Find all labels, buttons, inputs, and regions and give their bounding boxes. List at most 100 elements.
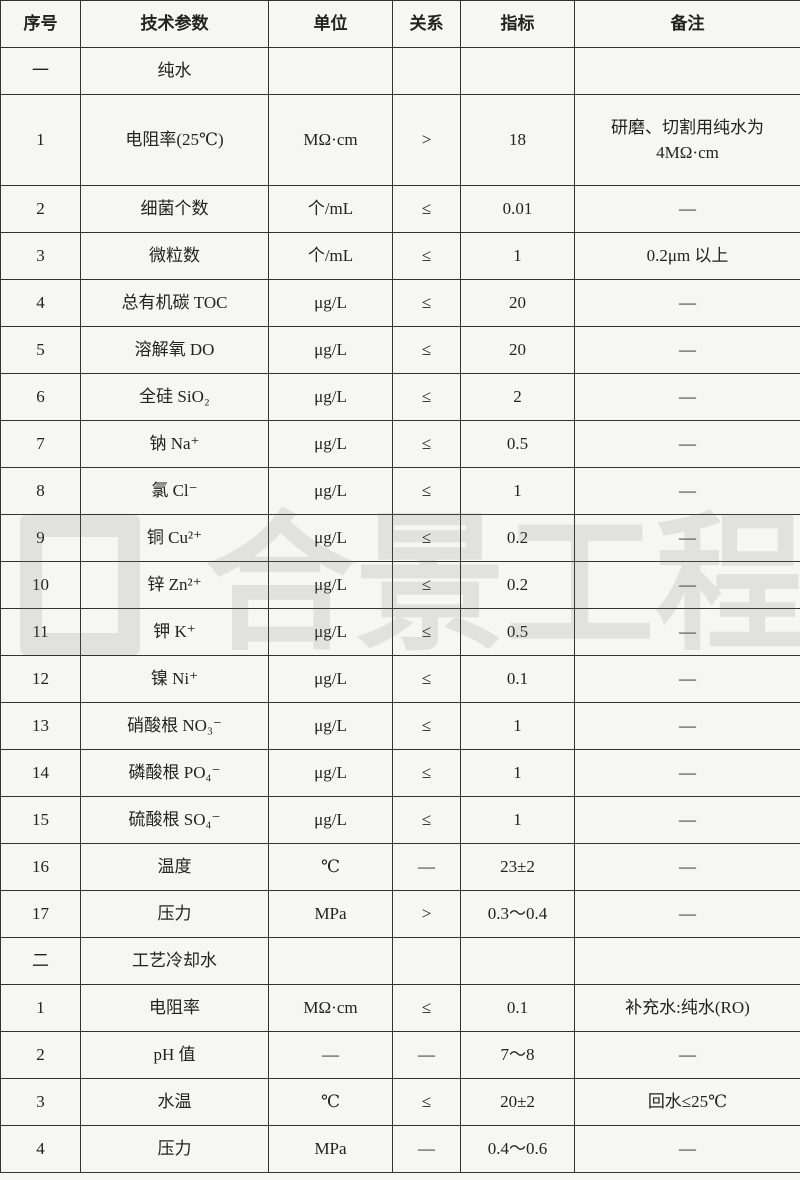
table-cell: MΩ·cm (268, 94, 393, 186)
table-row: 15 硫酸根 SO₄⁻ μg/L ≤1— (0, 796, 800, 844)
table-cell (392, 47, 461, 95)
table-cell: 指标 (460, 0, 575, 48)
table-cell: 硫酸根 SO₄⁻ (80, 796, 269, 844)
table-cell: 2 (0, 1031, 81, 1079)
table-cell: 15 (0, 796, 81, 844)
table-cell: 0.3～0.4 (460, 890, 575, 938)
table-cell: — (574, 1125, 800, 1173)
table-cell: 18 (460, 94, 575, 186)
table-cell: μg/L (268, 326, 393, 374)
table-row: 4 压力 MPa —0.4～0.6— (0, 1125, 800, 1173)
table-cell: ≤ (392, 655, 461, 703)
table-cell: μg/L (268, 796, 393, 844)
table-cell: 7 (0, 420, 81, 468)
table-cell: 12 (0, 655, 81, 703)
table-cell: 0.4～0.6 (460, 1125, 575, 1173)
table-cell: μg/L (268, 749, 393, 797)
table-cell: 0.2μm 以上 (574, 232, 800, 280)
table-row: 二工艺冷却水 (0, 937, 800, 985)
cell-line: 4MΩ·cm (656, 143, 719, 162)
table-cell: 个/mL (268, 185, 393, 233)
table-cell: 2 (460, 373, 575, 421)
table-cell: 工艺冷却水 (80, 937, 269, 985)
table-row: 6 全硅 SiO₂ μg/L ≤2— (0, 373, 800, 421)
table-row: 17 压力 MPa >0.3～0.4— (0, 890, 800, 938)
table-cell: 研磨、切割用纯水为 4MΩ·cm (574, 94, 800, 186)
table-cell: 1 (0, 984, 81, 1032)
table-cell: 总有机碳 TOC (80, 279, 269, 327)
table-cell: 溶解氧 DO (80, 326, 269, 374)
table-row: 1 电阻率 MΩ·cm ≤0.1 补充水:纯水(RO) (0, 984, 800, 1032)
table-cell: 0.2 (460, 561, 575, 609)
table-row: 11 钾 K⁺ μg/L ≤0.5— (0, 608, 800, 656)
table-cell: 备注 (574, 0, 800, 48)
table-row: 一纯水 (0, 47, 800, 95)
table-cell: — (268, 1031, 393, 1079)
table-cell: 序号 (0, 0, 81, 48)
table-cell: 0.01 (460, 185, 575, 233)
table-cell: 3 (0, 1078, 81, 1126)
table-cell: 6 (0, 373, 81, 421)
table-cell: 16 (0, 843, 81, 891)
table-cell: — (574, 655, 800, 703)
table-cell: 1 (460, 467, 575, 515)
table-cell: μg/L (268, 420, 393, 468)
table-cell: — (392, 843, 461, 891)
table-cell: ≤ (392, 749, 461, 797)
table-cell: 23±2 (460, 843, 575, 891)
table-cell: MPa (268, 890, 393, 938)
table-cell: 回水≤25℃ (574, 1078, 800, 1126)
table-row: 16 温度 ℃ —23±2— (0, 843, 800, 891)
table-cell: 硝酸根 NO₃⁻ (80, 702, 269, 750)
table-cell: 全硅 SiO₂ (80, 373, 269, 421)
table-row: 3 微粒数 个/mL ≤1 0.2μm 以上 (0, 232, 800, 280)
table-cell: μg/L (268, 373, 393, 421)
table-cell: 1 (460, 702, 575, 750)
table-cell: ≤ (392, 702, 461, 750)
table-cell: 5 (0, 326, 81, 374)
table-cell: 20±2 (460, 1078, 575, 1126)
table-cell: 0.5 (460, 420, 575, 468)
table-row: 4 总有机碳 TOC μg/L ≤20— (0, 279, 800, 327)
table-cell: 1 (460, 796, 575, 844)
table-cell: μg/L (268, 561, 393, 609)
table-cell: μg/L (268, 655, 393, 703)
table-cell: ℃ (268, 1078, 393, 1126)
table-cell: 0.1 (460, 984, 575, 1032)
table-cell: 20 (460, 279, 575, 327)
table-cell: μg/L (268, 514, 393, 562)
table-cell: — (574, 279, 800, 327)
table-cell: — (574, 749, 800, 797)
table-cell: > (392, 890, 461, 938)
table-cell: MΩ·cm (268, 984, 393, 1032)
table-cell: — (574, 467, 800, 515)
table-cell: — (574, 561, 800, 609)
table-cell: ℃ (268, 843, 393, 891)
table-cell: 细菌个数 (80, 185, 269, 233)
table-cell: 1 (460, 749, 575, 797)
table-cell: 压力 (80, 890, 269, 938)
table-cell: 2 (0, 185, 81, 233)
table-cell: — (574, 843, 800, 891)
table-cell: — (574, 1031, 800, 1079)
table-cell: ≤ (392, 1078, 461, 1126)
table-cell: 钾 K⁺ (80, 608, 269, 656)
table-cell: 7～8 (460, 1031, 575, 1079)
table-cell (392, 937, 461, 985)
table-cell: 9 (0, 514, 81, 562)
table-row: 13 硝酸根 NO₃⁻ μg/L ≤1— (0, 702, 800, 750)
table-cell: pH 值 (80, 1031, 269, 1079)
table-cell: 11 (0, 608, 81, 656)
table-cell: 20 (460, 326, 575, 374)
table-cell: ≤ (392, 232, 461, 280)
table-cell: 14 (0, 749, 81, 797)
table-cell (460, 937, 575, 985)
table-cell: 氯 Cl⁻ (80, 467, 269, 515)
table-cell: ≤ (392, 185, 461, 233)
table-cell: — (574, 702, 800, 750)
table-cell: 0.2 (460, 514, 575, 562)
table-cell: 微粒数 (80, 232, 269, 280)
table-row: 10 锌 Zn²⁺ μg/L ≤0.2— (0, 561, 800, 609)
